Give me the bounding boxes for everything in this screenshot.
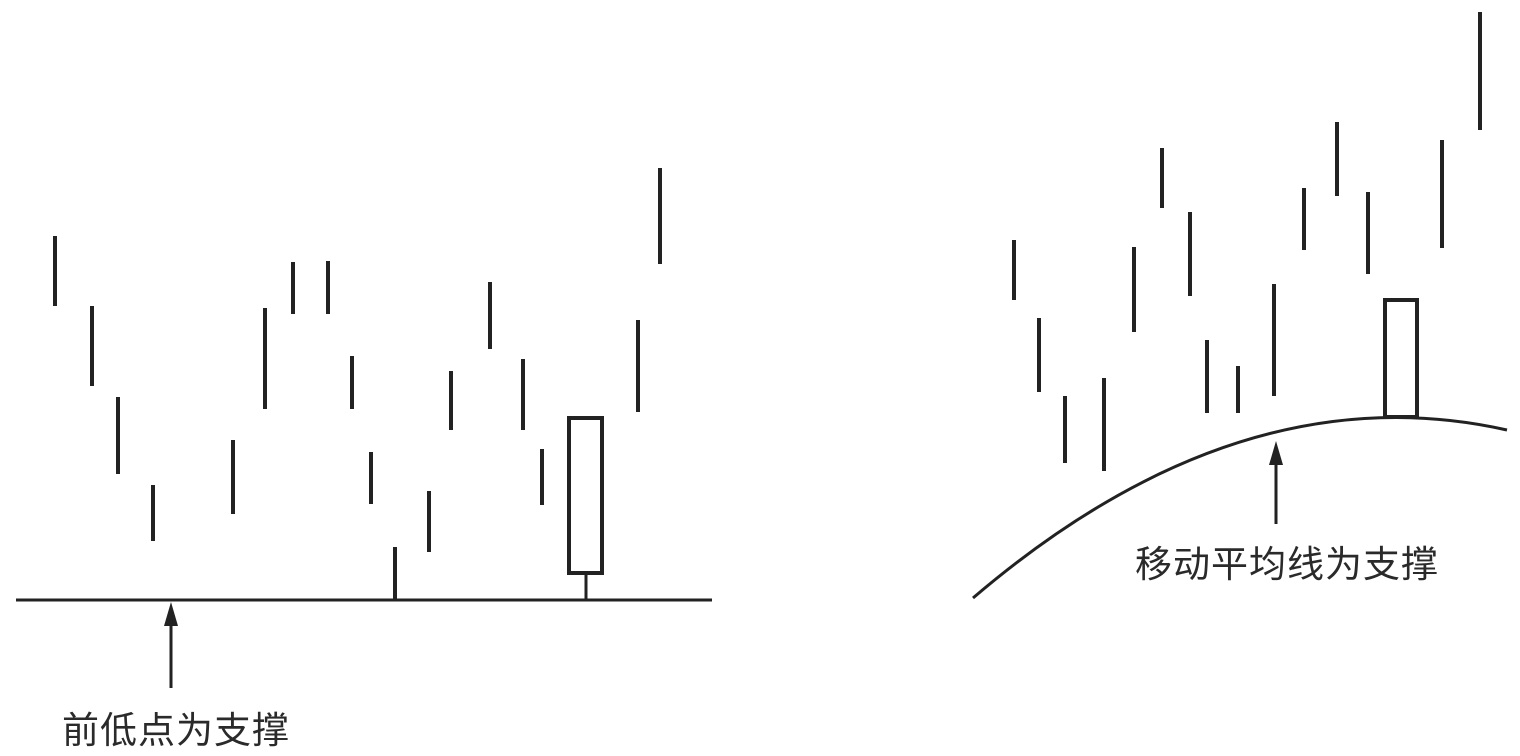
arrow-head [164, 602, 178, 626]
right-arrow [1269, 441, 1283, 524]
moving-average-support-label: 移动平均线为支撑 [1135, 543, 1439, 586]
left-candlestick [567, 416, 604, 600]
right-price-bars [1012, 12, 1482, 471]
previous-low-support-label: 前低点为支撑 [62, 709, 290, 752]
right-panel [972, 12, 1508, 600]
right-candlestick [1383, 298, 1419, 419]
moving-average-curve [972, 416, 1508, 600]
arrow-head [1269, 441, 1283, 465]
left-arrow [164, 602, 178, 688]
candle-body [1383, 298, 1419, 419]
left-price-bars [53, 168, 662, 600]
candle-body [567, 416, 604, 575]
left-panel [16, 168, 712, 688]
